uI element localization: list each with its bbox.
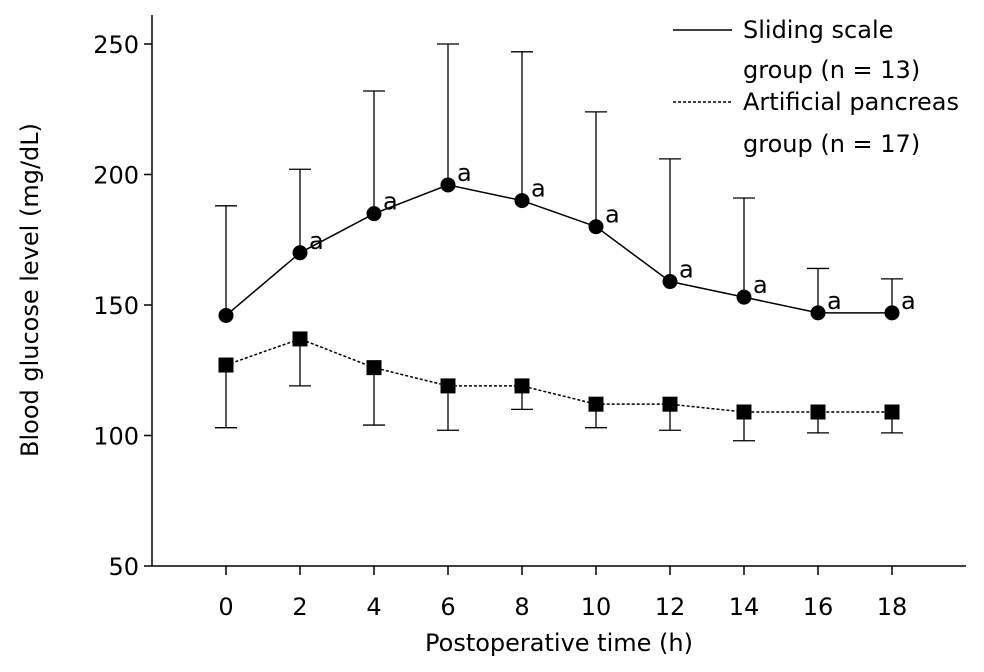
sliding-scale-significance-label: a — [457, 159, 472, 187]
artificial-pancreas-data-point — [810, 404, 826, 420]
artificial-pancreas-data-point — [588, 396, 604, 412]
sliding-scale-data-point — [440, 177, 456, 193]
sliding-scale-significance-label: a — [679, 256, 694, 284]
x-axis-title: Postoperative time (h) — [425, 629, 693, 657]
x-tick-label: 4 — [366, 593, 381, 621]
artificial-pancreas-series-line — [225, 338, 892, 413]
y-tick-label: 50 — [108, 553, 139, 581]
legend-label-artificial-pancreas-line2: group (n = 17) — [743, 130, 920, 158]
sliding-scale-series-line — [225, 184, 892, 317]
x-tick-label: 6 — [440, 593, 455, 621]
x-ticks: 0 2 4 6 8 10 12 14 16 18 — [218, 566, 907, 621]
sliding-scale-significance-label: a — [753, 271, 768, 299]
x-tick-label: 18 — [877, 593, 908, 621]
y-tick-label: 150 — [93, 292, 139, 320]
artificial-pancreas-data-point — [884, 404, 900, 420]
sliding-scale-data-point — [366, 206, 382, 222]
artificial-pancreas-data-point — [366, 360, 382, 376]
artificial-pancreas-data-point — [662, 396, 678, 412]
sliding-scale-data-point — [736, 289, 752, 305]
legend: Sliding scale group (n = 13) Artificial … — [673, 16, 959, 158]
artificial-pancreas-data-point — [292, 331, 308, 347]
sliding-scale-data-point — [588, 219, 604, 235]
artificial-pancreas-data-point — [218, 357, 234, 373]
x-tick-label: 10 — [581, 593, 612, 621]
sliding-scale-significance-label: a — [605, 201, 620, 229]
sliding-scale-data-point — [884, 305, 900, 321]
series-layer: a a a a a a a a a — [215, 43, 916, 442]
axes — [151, 15, 966, 567]
legend-label-sliding-scale-line2: group (n = 13) — [743, 56, 920, 84]
sliding-scale-significance-label: a — [531, 175, 546, 203]
sliding-scale-significance-label: a — [901, 287, 916, 315]
y-tick-label: 100 — [93, 423, 139, 451]
sliding-scale-data-point — [662, 274, 678, 290]
y-axis-title: Blood glucose level (mg/dL) — [16, 123, 44, 457]
artificial-pancreas-data-point — [440, 378, 456, 394]
sliding-scale-data-point — [218, 307, 234, 323]
x-tick-label: 16 — [803, 593, 834, 621]
x-tick-label: 2 — [292, 593, 307, 621]
legend-label-sliding-scale-line1: Sliding scale — [743, 16, 893, 44]
legend-label-artificial-pancreas-line1: Artificial pancreas — [743, 88, 959, 116]
sliding-scale-data-point — [292, 245, 308, 261]
x-tick-label: 14 — [729, 593, 760, 621]
x-tick-label: 8 — [514, 593, 529, 621]
x-tick-label: 12 — [655, 593, 686, 621]
y-tick-label: 250 — [93, 31, 139, 59]
artificial-pancreas-data-point — [736, 404, 752, 420]
x-tick-label: 0 — [218, 593, 233, 621]
sliding-scale-significance-label: a — [383, 188, 398, 216]
artificial-pancreas-data-point — [514, 378, 530, 394]
sliding-scale-significance-label: a — [827, 287, 842, 315]
sliding-scale-data-point — [514, 193, 530, 209]
sliding-scale-data-point — [810, 305, 826, 321]
y-ticks: 50 100 150 200 250 — [93, 31, 152, 581]
sliding-scale-significance-label: a — [309, 227, 324, 255]
y-tick-label: 200 — [93, 162, 139, 190]
